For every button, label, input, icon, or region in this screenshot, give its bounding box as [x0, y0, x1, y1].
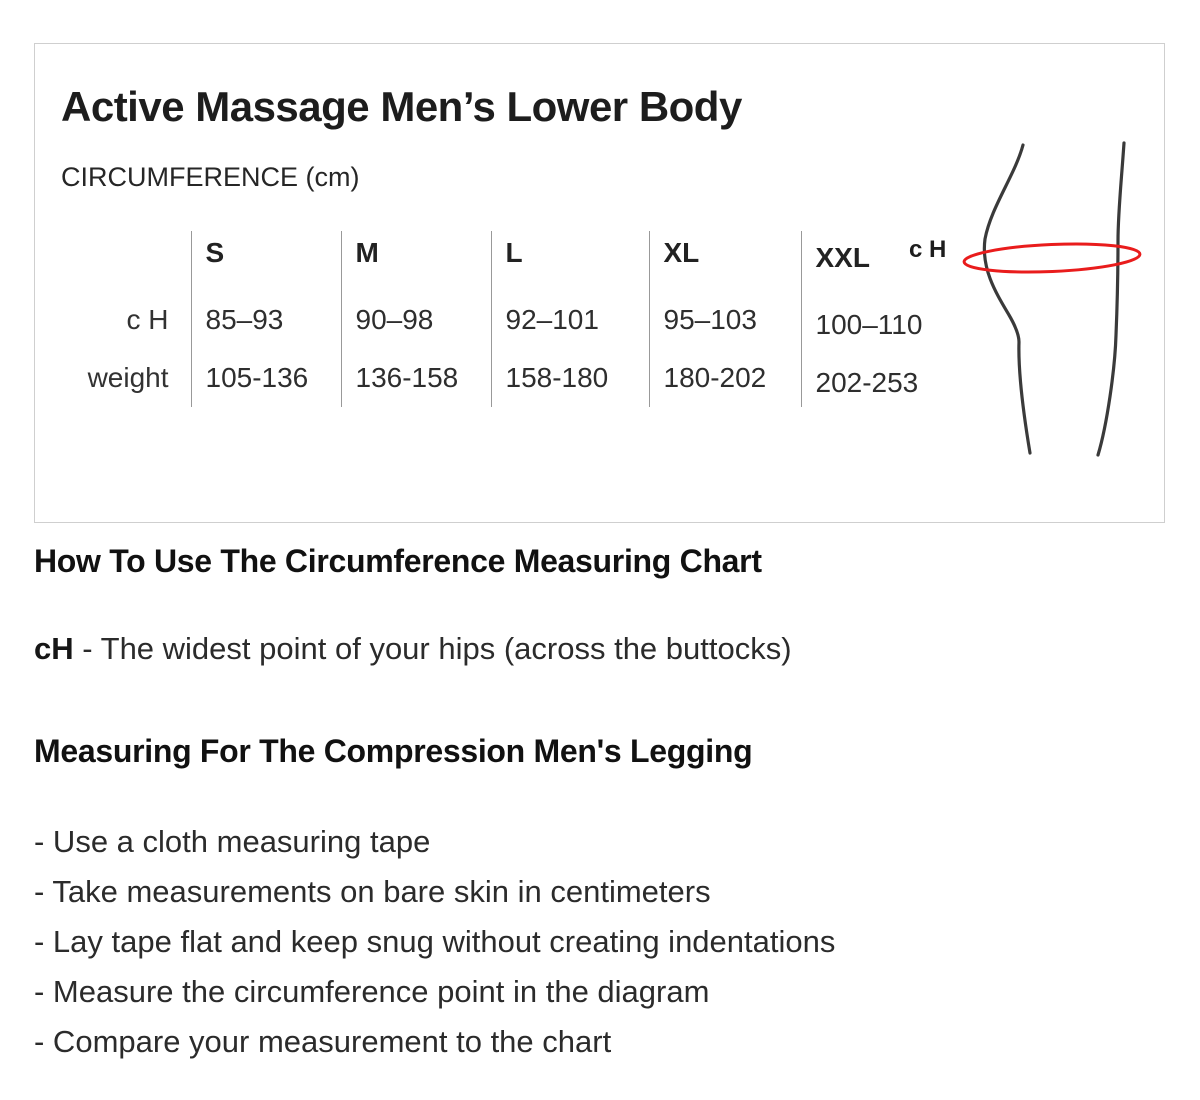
cell-weight-l: 158-180 [490, 349, 649, 408]
instruction-item: - Lay tape flat and keep snug without cr… [34, 924, 836, 960]
instruction-item: - Use a cloth measuring tape [34, 824, 431, 860]
column-header-m: M [340, 231, 491, 292]
column-header-xl: XL [648, 231, 801, 292]
size-table-header-row: S M L XL XXL [61, 231, 971, 292]
ch-definition: cH - The widest point of your hips (acro… [34, 629, 1165, 669]
instructions-list: - Use a cloth measuring tape - Take meas… [34, 817, 1165, 1067]
chart-subtitle: CIRCUMFERENCE (cm) [61, 162, 360, 193]
row-hip-circumference: c H 85–93 90–98 92–101 95–103 100–110 [61, 291, 971, 350]
row-weight: weight 105-136 136-158 158-180 180-202 2… [61, 349, 971, 408]
cell-weight-s: 105-136 [190, 349, 341, 408]
cell-weight-xxl: 202-253 [800, 349, 971, 408]
cell-ch-m: 90–98 [340, 291, 491, 350]
cell-ch-xxl-value: 100–110 [815, 309, 923, 341]
column-header-l: L [490, 231, 649, 292]
cell-weight-m: 136-158 [340, 349, 491, 408]
figure-ch-label: c H [909, 236, 947, 263]
cell-ch-xl: 95–103 [648, 291, 801, 350]
leg-outline-front [1096, 141, 1126, 457]
ch-definition-text: - The widest point of your hips (across … [73, 631, 792, 666]
lower-body-diagram [962, 141, 1142, 457]
cell-ch-s: 85–93 [190, 291, 341, 350]
cell-ch-xxl: 100–110 [800, 291, 971, 350]
measuring-heading: Measuring For The Compression Men's Legg… [34, 733, 753, 770]
instruction-item: - Compare your measurement to the chart [34, 1024, 612, 1060]
size-chart-panel: Active Massage Men’s Lower Body CIRCUMFE… [34, 43, 1165, 523]
hip-circumference-ellipse [962, 242, 1142, 274]
size-table: S M L XL XXL c H 85–93 90–98 92–101 95–1… [61, 231, 971, 408]
how-to-heading: How To Use The Circumference Measuring C… [34, 543, 762, 579]
chart-title: Active Massage Men’s Lower Body [61, 83, 742, 130]
corner-cell [61, 231, 191, 291]
column-header-xxl-label: XXL [815, 242, 870, 274]
row-label-weight: weight [87, 362, 169, 394]
cell-weight-xl: 180-202 [648, 349, 801, 408]
cell-weight-xxl-value: 202-253 [815, 367, 919, 399]
ch-term: cH [34, 631, 74, 666]
row-label-ch: c H [126, 304, 169, 336]
instruction-item: - Take measurements on bare skin in cent… [34, 874, 711, 910]
leg-outline-back [982, 143, 1032, 455]
cell-ch-l: 92–101 [490, 291, 649, 350]
column-header-xxl: XXL [800, 231, 971, 292]
page: Active Massage Men’s Lower Body CIRCUMFE… [34, 43, 1165, 1067]
column-header-s: S [190, 231, 341, 292]
instruction-item: - Measure the circumference point in the… [34, 974, 710, 1010]
